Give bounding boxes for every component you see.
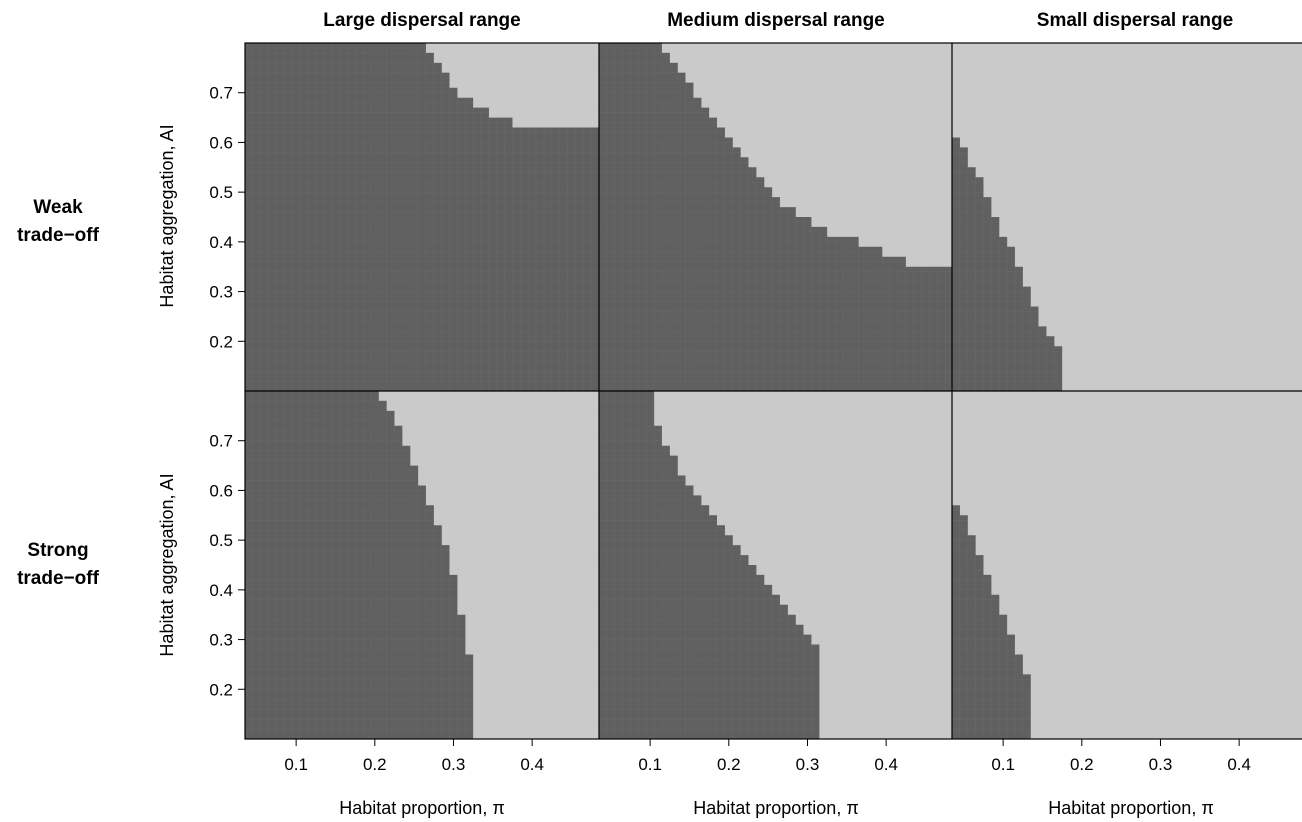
x-tick-label: 0.1	[284, 755, 308, 774]
x-tick-label: 0.2	[363, 755, 387, 774]
y-tick-label: 0.6	[209, 481, 233, 500]
y-tick-label: 0.4	[209, 581, 233, 600]
column-title-large: Large dispersal range	[323, 10, 520, 31]
x-tick-label: 0.3	[796, 755, 820, 774]
x-tick-label: 0.3	[442, 755, 466, 774]
axis-ticks: 0.2 0.3 0.4 0.5 0.6 0.7 0.2 0.3 0.4 0.5 0.6 0.7 0.1 0…	[209, 84, 1251, 774]
column-title-small: Small dispersal range	[1037, 10, 1233, 31]
y-tick-label: 0.2	[209, 332, 233, 351]
panel-frame	[244, 42, 1302, 740]
x-tick-label: 0.1	[638, 755, 662, 774]
y-tick-label: 0.7	[209, 84, 233, 103]
panel-strong-large	[245, 391, 599, 739]
panel-weak-large	[245, 43, 599, 391]
x-tick-label: 0.4	[1227, 755, 1251, 774]
y-tick-label: 0.7	[209, 432, 233, 451]
x-axis-title-large: Habitat proportion, π	[339, 798, 505, 818]
y-tick-label: 0.5	[209, 183, 233, 202]
x-tick-label: 0.1	[991, 755, 1015, 774]
panel-strong-small	[952, 391, 1302, 739]
y-tick-label: 0.3	[209, 631, 233, 650]
y-axis-title-bottom: Habitat aggregation, AI	[157, 473, 177, 656]
row-label-weak-line1: Weak	[33, 197, 83, 218]
panel-weak-medium	[599, 43, 953, 391]
dark-region	[599, 43, 953, 391]
panel-strong-medium	[599, 391, 953, 739]
x-tick-label: 0.3	[1149, 755, 1173, 774]
x-axis-title-medium: Habitat proportion, π	[693, 798, 859, 818]
x-tick-label: 0.2	[717, 755, 741, 774]
row-label-strong-line1: Strong	[27, 540, 88, 561]
x-axis-title-small: Habitat proportion, π	[1048, 798, 1214, 818]
dark-region	[245, 391, 474, 739]
y-axis-title-top: Habitat aggregation, AI	[157, 124, 177, 307]
x-tick-label: 0.4	[520, 755, 544, 774]
column-title-medium: Medium dispersal range	[667, 10, 885, 31]
row-label-weak-line2: trade−off	[17, 225, 99, 246]
row-label-strong-line2: trade−off	[17, 568, 99, 589]
dark-region	[245, 43, 599, 391]
heatmap-panels	[245, 43, 1302, 739]
y-tick-label: 0.4	[209, 233, 233, 252]
x-tick-label: 0.4	[874, 755, 898, 774]
y-tick-label: 0.3	[209, 283, 233, 302]
x-tick-label: 0.2	[1070, 755, 1094, 774]
y-tick-label: 0.2	[209, 680, 233, 699]
panel-weak-small	[952, 43, 1302, 391]
y-tick-label: 0.5	[209, 531, 233, 550]
y-tick-label: 0.6	[209, 133, 233, 152]
